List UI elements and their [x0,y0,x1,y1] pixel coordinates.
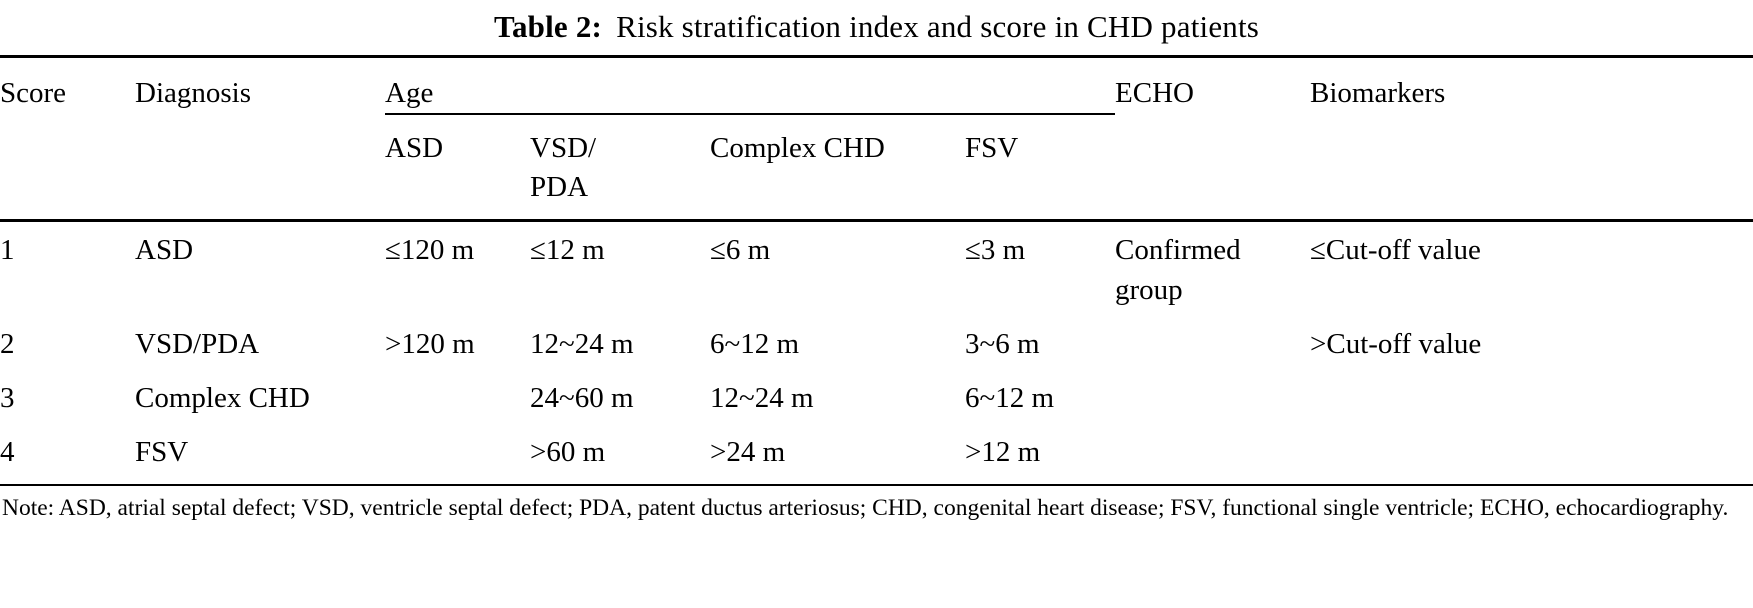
cell-age-fsv: ≤3 m [965,234,1026,267]
header-age-asd: ASD [385,114,530,223]
cell-biomarkers [1310,424,1753,485]
cell-age-vsd-pda: >60 m [530,435,606,468]
cell-echo: Confirmed group [1115,234,1241,306]
cell-age-complex-chd: ≤6 m [710,234,771,267]
cell-score: 3 [0,381,15,414]
cell-age-complex-chd: 6~12 m [710,327,799,360]
cell-age-vsd-pda: 24~60 m [530,381,634,414]
cell-echo [1115,424,1310,485]
cell-age-asd: >120 m [385,327,475,360]
table-row: 2 VSD/PDA >120 m 12~24 m 6~12 m 3~6 m >C… [0,316,1753,370]
cell-age-vsd-pda: ≤12 m [530,234,605,267]
header-score: Score [0,56,135,223]
cell-diagnosis: ASD [135,234,194,267]
table-footnote: Note: ASD, atrial septal defect; VSD, ve… [2,495,1729,522]
header-age-fsv: FSV [965,114,1116,223]
table-header-row-1: Score Diagnosis Age ECHO Biomarkers [0,56,1753,223]
header-biomarkers: Biomarkers [1310,56,1753,223]
table-caption-text: Risk stratification index and score in C… [616,9,1260,44]
header-diagnosis: Diagnosis [135,56,385,223]
cell-biomarkers [1310,370,1753,424]
cell-age-complex-chd: >24 m [710,435,786,468]
cell-biomarkers: >Cut-off value [1310,327,1482,360]
table-row: 1 ASD ≤120 m ≤12 m ≤6 m ≤3 m Confirmed g… [0,221,1753,316]
cell-score: 4 [0,435,15,468]
cell-diagnosis: FSV [135,435,189,468]
cell-score: 2 [0,327,15,360]
header-age: Age [385,56,1116,116]
header-echo: ECHO [1115,56,1311,223]
cell-score: 1 [0,234,15,267]
cell-biomarkers: ≤Cut-off value [1310,234,1481,267]
risk-stratification-table: Score Diagnosis Age ECHO Biomarkers ASD … [0,55,1753,487]
cell-age-fsv: 3~6 m [965,327,1040,360]
cell-age-asd: ≤120 m [385,234,475,267]
header-age-vsd-pda: VSD/ PDA [530,114,710,223]
cell-diagnosis: Complex CHD [135,381,310,414]
cell-age-fsv: 6~12 m [965,381,1054,414]
cell-age-vsd-pda: 12~24 m [530,327,634,360]
cell-age-asd [385,424,530,485]
cell-diagnosis: VSD/PDA [135,327,260,360]
cell-age-asd [385,370,530,424]
cell-age-fsv: >12 m [965,435,1041,468]
table-row: 4 FSV >60 m >24 m >12 m [0,424,1753,485]
cell-age-complex-chd: 12~24 m [710,381,814,414]
table-header-row-2: ASD VSD/ PDA Complex CHD FSV [0,114,1753,223]
table-row: 3 Complex CHD 24~60 m 12~24 m 6~12 m [0,370,1753,424]
header-age-complex-chd: Complex CHD [710,114,965,223]
table-caption: Table 2: Risk stratification index and sc… [0,0,1753,55]
table-caption-label: Table 2: [493,9,603,44]
cell-echo [1115,316,1310,370]
cell-echo [1115,370,1310,424]
